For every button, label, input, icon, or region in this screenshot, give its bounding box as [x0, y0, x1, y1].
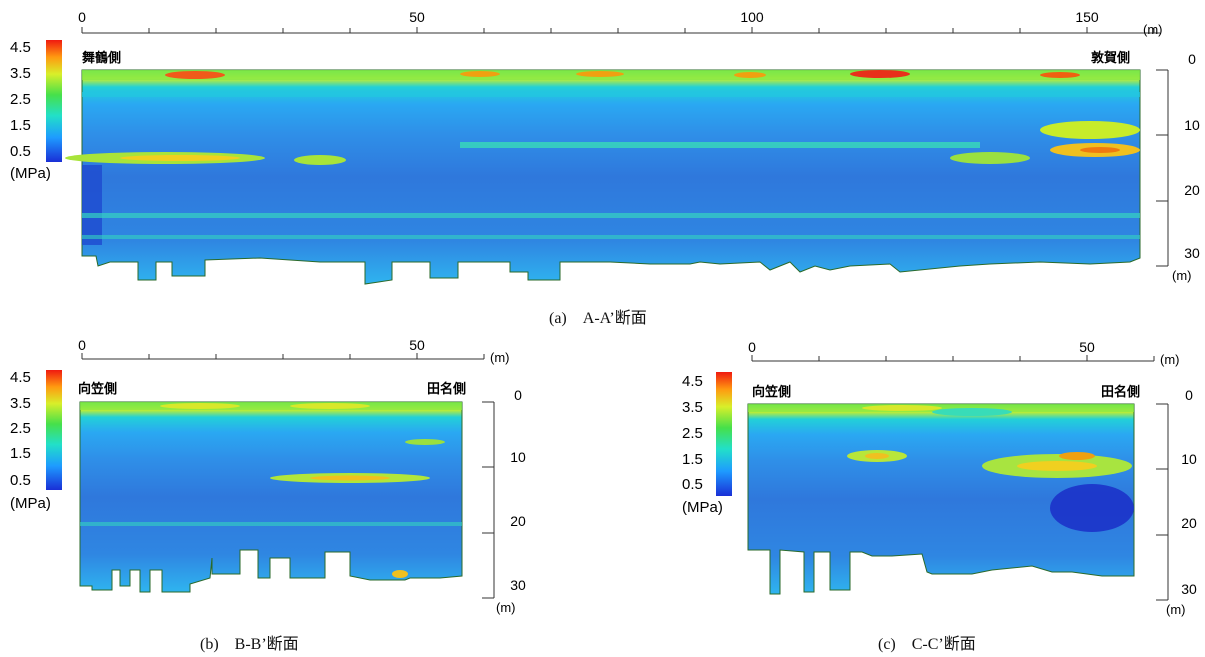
- colorbar-tick: 3.5: [10, 395, 31, 412]
- panel-a: 4.5 3.5 2.5 1.5 0.5 (MPa) 0 50 100 150 (…: [10, 9, 1200, 327]
- colorbar-tick: 1.5: [682, 451, 703, 468]
- colorbar-tick: 3.5: [682, 399, 703, 416]
- colorbar-tick: 3.5: [10, 65, 31, 82]
- panel-c-figure: 4.5 3.5 2.5 1.5 0.5 (MPa) 0 50 (m) 向笠側 田…: [682, 339, 1197, 617]
- colorbar-tick: 0.5: [10, 143, 31, 160]
- depth-tick: 20: [510, 513, 526, 529]
- depth-unit: (m): [1172, 268, 1192, 283]
- x-tick: 150: [1075, 9, 1099, 25]
- left-side-label: 向笠側: [752, 384, 791, 399]
- depth-tick: 10: [1181, 451, 1197, 467]
- caption-a: (a) A-A’断面: [549, 310, 647, 327]
- x-tick: 50: [1079, 339, 1095, 355]
- panel-c: 4.5 3.5 2.5 1.5 0.5 (MPa) 0 50 (m) 向笠側 田…: [672, 330, 1205, 653]
- colorbar-tick: 1.5: [10, 445, 31, 462]
- x-tick: 0: [78, 337, 86, 353]
- depth-axis-c: [1156, 403, 1169, 601]
- colorbar-b: [46, 370, 62, 490]
- x-tick: 50: [409, 337, 425, 353]
- colorbar-tick: 4.5: [682, 373, 703, 390]
- colorbar-unit: (MPa): [682, 499, 723, 516]
- depth-tick: 10: [1184, 117, 1200, 133]
- depth-tick: 30: [510, 577, 526, 593]
- depth-tick: 10: [510, 449, 526, 465]
- section-c: [747, 403, 1135, 595]
- colorbar-c: [716, 372, 732, 496]
- colorbar-tick: 2.5: [10, 420, 31, 437]
- right-side-label: 田名側: [427, 381, 466, 396]
- x-tick: 0: [748, 339, 756, 355]
- x-axis-b: [81, 353, 485, 360]
- depth-tick: 30: [1184, 245, 1200, 261]
- depth-axis-a: [1156, 69, 1169, 267]
- colorbar-a: [46, 40, 62, 162]
- depth-tick: 20: [1181, 515, 1197, 531]
- colorbar-unit: (MPa): [10, 495, 51, 512]
- colorbar-tick: 2.5: [682, 425, 703, 442]
- depth-tick: 0: [514, 387, 522, 403]
- x-tick: 100: [740, 9, 764, 25]
- left-side-label: 向笠側: [78, 381, 117, 396]
- depth-tick: 0: [1188, 51, 1196, 67]
- right-side-label: 田名側: [1101, 384, 1140, 399]
- panel-b: 4.5 3.5 2.5 1.5 0.5 (MPa) 0 50 (m) 向笠側 田…: [0, 330, 600, 653]
- depth-tick: 20: [1184, 182, 1200, 198]
- depth-unit: (m): [496, 600, 516, 615]
- colorbar-tick: 0.5: [682, 476, 703, 493]
- x-tick: 0: [78, 9, 86, 25]
- left-side-label: 舞鶴側: [81, 50, 121, 65]
- x-unit: (m): [490, 350, 510, 365]
- right-side-label: 敦賀側: [1091, 50, 1130, 65]
- depth-tick: 30: [1181, 581, 1197, 597]
- x-tick: 50: [409, 9, 425, 25]
- panel-a-figure: 4.5 3.5 2.5 1.5 0.5 (MPa) 0 50 100 150 (…: [10, 9, 1200, 285]
- x-unit: (m): [1160, 352, 1180, 367]
- colorbar-tick: 0.5: [10, 472, 31, 489]
- caption-b: (b) B-B’断面: [200, 636, 299, 653]
- depth-axis-b: [482, 401, 495, 599]
- colorbar-unit: (MPa): [10, 165, 51, 182]
- depth-unit: (m): [1166, 602, 1186, 617]
- x-unit: (m): [1143, 22, 1163, 37]
- caption-c: (c) C-C’断面: [878, 636, 976, 653]
- colorbar-tick: 4.5: [10, 369, 31, 386]
- x-axis-c: [751, 355, 1155, 362]
- panel-b-figure: 4.5 3.5 2.5 1.5 0.5 (MPa) 0 50 (m) 向笠側 田…: [10, 337, 526, 615]
- colorbar-tick: 1.5: [10, 117, 31, 134]
- colorbar-tick: 4.5: [10, 39, 31, 56]
- section-b: [79, 401, 463, 593]
- depth-tick: 0: [1185, 387, 1193, 403]
- colorbar-tick: 2.5: [10, 91, 31, 108]
- x-axis-a: [81, 27, 1160, 34]
- section-a: [65, 69, 1141, 285]
